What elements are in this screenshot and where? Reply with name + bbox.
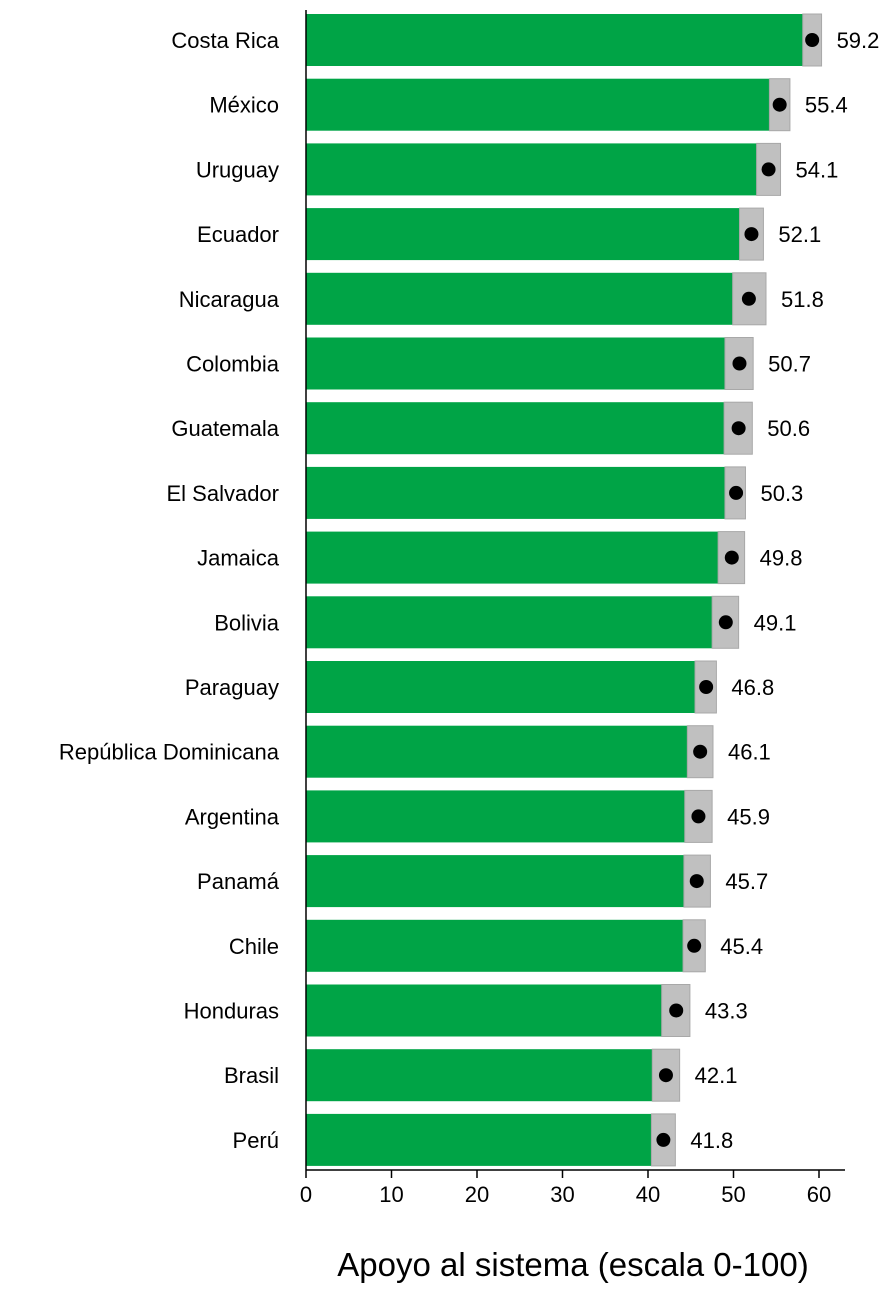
bar	[306, 531, 719, 584]
category-label: México	[209, 93, 279, 118]
data-point	[669, 1003, 684, 1018]
data-point	[656, 1132, 671, 1147]
bar	[306, 337, 725, 390]
data-point	[691, 809, 706, 824]
data-label: 50.7	[768, 352, 811, 377]
data-point	[741, 291, 756, 306]
data-point	[658, 1068, 673, 1083]
data-point	[689, 874, 704, 889]
category-label: Perú	[233, 1128, 279, 1153]
data-label: 52.1	[778, 222, 821, 247]
category-label: El Salvador	[166, 481, 279, 506]
category-label: Panamá	[197, 869, 280, 894]
data-label: 45.7	[725, 869, 768, 894]
bar	[306, 855, 684, 908]
data-label: 43.3	[705, 999, 748, 1024]
data-point	[732, 356, 747, 371]
category-label: Paraguay	[185, 675, 279, 700]
data-label: 41.8	[690, 1128, 733, 1153]
bar	[306, 661, 696, 713]
category-label: Guatemala	[171, 416, 279, 441]
bar	[306, 1049, 653, 1102]
data-label: 46.1	[728, 740, 771, 765]
data-label: 50.6	[767, 416, 810, 441]
data-label: 54.1	[796, 157, 839, 182]
bar	[306, 402, 725, 455]
data-label: 45.9	[727, 804, 770, 829]
data-label: 59.2	[837, 28, 880, 53]
x-tick-label: 0	[300, 1182, 312, 1207]
bar	[306, 919, 684, 972]
category-label: Uruguay	[196, 157, 279, 182]
category-label: Nicaragua	[179, 287, 280, 312]
data-label: 46.8	[731, 675, 774, 700]
data-point	[744, 227, 759, 242]
bars-group: 59.2 Costa Rica 55.4 México 54.1 Uruguay 52.1 E…	[59, 13, 880, 1167]
x-tick-label: 20	[465, 1182, 489, 1207]
data-label: 55.4	[805, 93, 848, 118]
data-point	[687, 938, 702, 953]
bar	[306, 790, 685, 843]
confidence-interval	[723, 401, 753, 455]
data-label: 51.8	[781, 287, 824, 312]
category-label: Argentina	[185, 804, 280, 829]
category-label: Jamaica	[197, 546, 280, 571]
axes-group: 0 10 20 30 40 50 60	[300, 10, 845, 1207]
data-point	[724, 550, 739, 565]
data-label: 49.8	[760, 546, 803, 571]
data-point	[805, 33, 820, 47]
x-axis-title: Apoyo al sistema (escala 0-100)	[337, 1246, 808, 1283]
category-label: Chile	[229, 934, 279, 959]
data-point	[693, 744, 708, 759]
data-label: 49.1	[754, 610, 797, 635]
bar	[306, 272, 733, 325]
x-tick-label: 10	[379, 1182, 403, 1207]
category-label: Bolivia	[214, 610, 280, 635]
x-tick-label: 30	[550, 1182, 574, 1207]
data-point	[731, 421, 746, 436]
category-label: Brasil	[224, 1063, 279, 1088]
bar	[306, 143, 757, 196]
bar	[306, 466, 725, 519]
x-tick-label: 50	[721, 1182, 745, 1207]
bar	[306, 596, 713, 649]
data-label: 45.4	[720, 934, 763, 959]
data-label: 42.1	[695, 1063, 738, 1088]
x-tick-label: 60	[807, 1182, 831, 1207]
category-label: República Dominicana	[59, 740, 280, 765]
data-point	[699, 680, 714, 694]
data-point	[772, 97, 787, 112]
category-label: Costa Rica	[171, 28, 279, 53]
bar	[306, 78, 770, 131]
x-tick-label: 40	[636, 1182, 660, 1207]
data-point	[729, 485, 744, 500]
category-label: Colombia	[186, 352, 280, 377]
data-label: 50.3	[760, 481, 803, 506]
bar	[306, 725, 688, 778]
category-label: Honduras	[184, 999, 279, 1024]
data-point	[761, 162, 776, 177]
bar	[306, 1113, 652, 1166]
data-point	[718, 615, 733, 630]
category-label: Ecuador	[197, 222, 279, 247]
bar	[306, 14, 803, 66]
bar	[306, 984, 662, 1037]
bar	[306, 208, 740, 261]
